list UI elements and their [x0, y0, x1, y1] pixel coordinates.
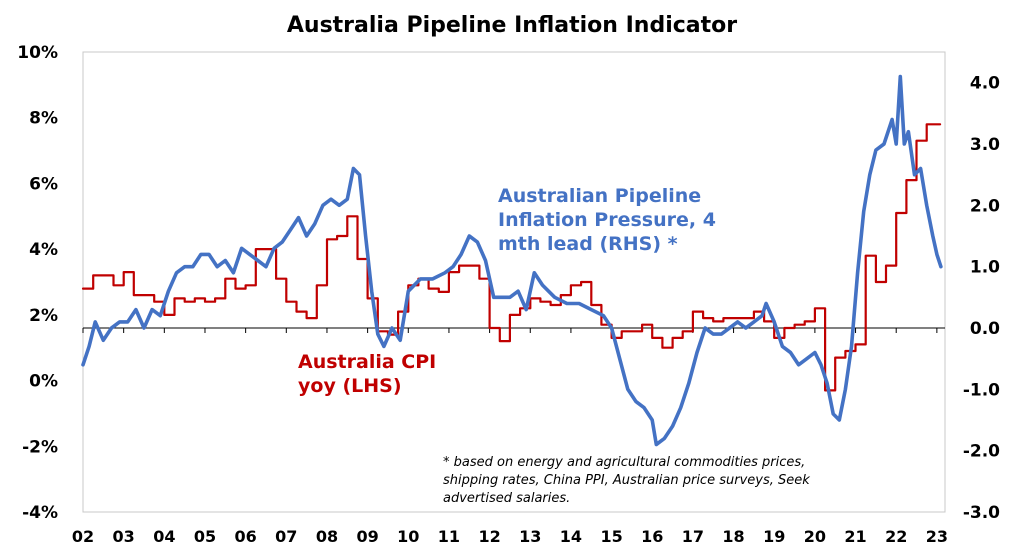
footnote: * based on energy and agricultural commo…: [443, 455, 810, 506]
y-right-tick-label: 0.0: [970, 319, 1000, 339]
y-left-tick-label: 0%: [29, 372, 58, 392]
cpi-series-label: Australia CPI: [298, 351, 436, 373]
x-tick-label: 16: [641, 527, 663, 546]
axes: -4% -2% 0% 2% 4% 6% 8% 10% -3.0 -2.0 -1.0 0.0 1.0 2.0…: [17, 43, 1000, 546]
x-tick-label: 13: [519, 527, 541, 546]
x-tick-label: 14: [560, 527, 582, 546]
y-left-tick-label: 4%: [29, 240, 58, 260]
footnote-line: advertised salaries.: [443, 491, 570, 506]
x-tick-label: 19: [763, 527, 785, 546]
x-tick-label: 12: [478, 527, 500, 546]
y-left-tick-label: -4%: [22, 503, 58, 523]
x-tick-label: 02: [72, 527, 94, 546]
x-tick-label: 15: [600, 527, 622, 546]
y-left-tick-label: 8%: [29, 109, 58, 129]
x-tick-label: 06: [235, 527, 257, 546]
y-right-tick-label: -2.0: [963, 442, 1000, 462]
y-right-tick-label: -1.0: [963, 380, 1000, 400]
x-tick-label: 09: [356, 527, 378, 546]
x-tick-label: 08: [316, 527, 338, 546]
y-right-tick-label: 2.0: [970, 196, 1000, 216]
pipeline-series-label: Inflation Pressure, 4: [498, 209, 716, 231]
y-left-tick-label: 6%: [29, 174, 58, 194]
x-tick-label: 22: [885, 527, 907, 546]
pipeline-series-label: mth lead (RHS) *: [498, 233, 678, 255]
y-right-tick-label: 1.0: [970, 258, 1000, 278]
y-left-tick-label: 10%: [17, 43, 58, 63]
pipeline-series-label: Australian Pipeline: [498, 185, 701, 207]
y-left-tick-label: 2%: [29, 306, 58, 326]
y-right-tick-label: 4.0: [970, 74, 1000, 94]
plot-area-frame: [82, 51, 946, 513]
x-tick-label: 03: [113, 527, 135, 546]
cpi-series-line: [81, 123, 942, 392]
chart-title: Australia Pipeline Inflation Indicator: [287, 13, 737, 38]
cpi-series-label: yoy (LHS): [298, 375, 402, 397]
x-tick-label: 07: [275, 527, 297, 546]
y-left-tick-label: -2%: [22, 437, 58, 457]
footnote-line: shipping rates, China PPI, Australian pr…: [443, 473, 810, 488]
x-tick-label: 11: [438, 527, 460, 546]
x-tick-label: 23: [926, 527, 948, 546]
y-right-tick-label: -3.0: [963, 503, 1000, 523]
x-tick-label: 10: [397, 527, 419, 546]
x-tick-label: 04: [153, 527, 175, 546]
x-tick-label: 21: [844, 527, 866, 546]
series-layer: [81, 74, 943, 447]
footnote-line: * based on energy and agricultural commo…: [443, 455, 805, 470]
x-tick-label: 20: [804, 527, 826, 546]
x-tick-label: 05: [194, 527, 216, 546]
x-tick-label: 17: [682, 527, 704, 546]
y-right-tick-label: 3.0: [970, 135, 1000, 155]
pipeline-series-line: [81, 74, 943, 447]
x-tick-label: 18: [722, 527, 744, 546]
